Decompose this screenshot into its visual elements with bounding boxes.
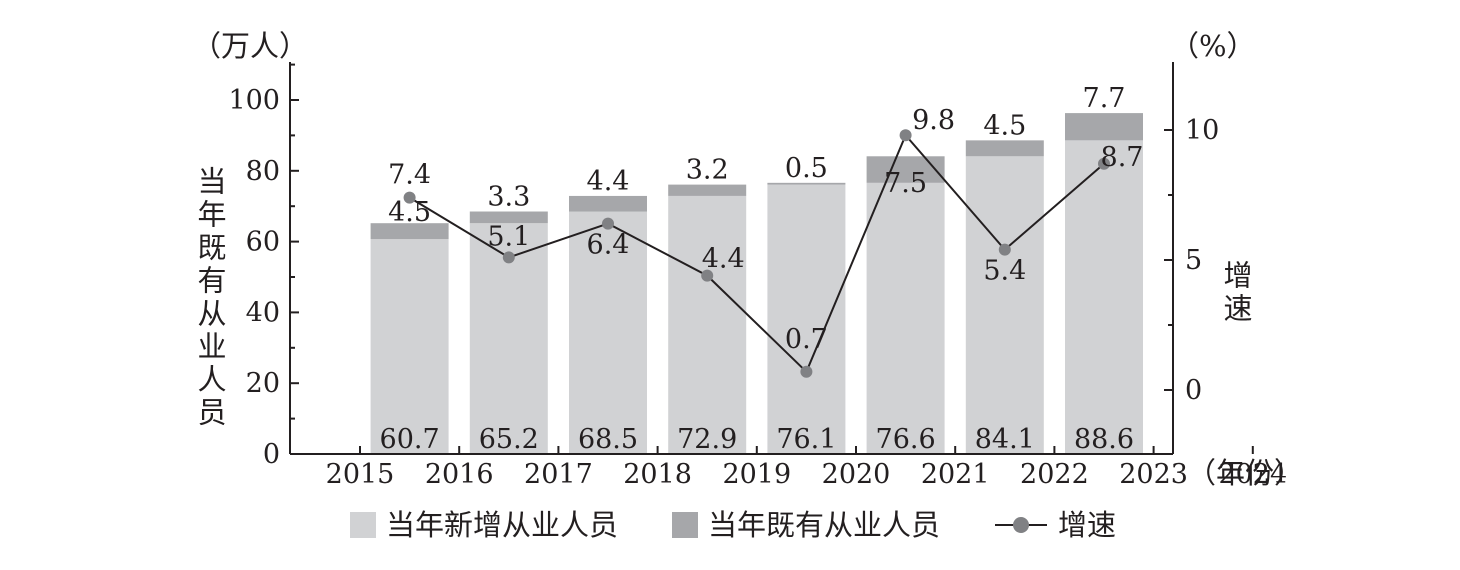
right-y-tick-label: 10 (1185, 115, 1219, 146)
bar-existing-value-label: 4.5 (983, 110, 1026, 141)
legend-label-existing: 当年既有从业人员 (708, 508, 940, 542)
left-y-ticks: 0 20 40 60 80 100 (228, 63, 299, 470)
bar-existing (965, 140, 1044, 157)
x-tick-label: 2023 (1119, 459, 1188, 490)
bar-existing-value-label: 0.5 (785, 153, 828, 184)
bar-new-value-label: 60.7 (380, 424, 440, 455)
x-axis-unit: （年份） (1187, 456, 1303, 490)
bar-existing-value-label: 7.7 (1083, 83, 1126, 114)
bar-new-value-label: 68.5 (578, 424, 638, 455)
right-axis-unit: （%） (1170, 29, 1256, 63)
bar-existing-value-label: 4.4 (587, 166, 630, 197)
right-y-ticks: 0 5 10 (1164, 115, 1219, 406)
x-tick-label: 2016 (425, 459, 494, 490)
bar-new (370, 239, 449, 454)
legend-label-new: 当年新增从业人员 (386, 508, 618, 542)
bar-existing-value-label: 7.5 (884, 168, 927, 199)
growth-point (899, 129, 912, 142)
x-tick-label: 2018 (623, 459, 692, 490)
bars-new-series (370, 140, 1143, 454)
x-tick-label: 2021 (921, 459, 990, 490)
x-tick-label: 2020 (822, 459, 891, 490)
x-tick-label: 2017 (524, 459, 593, 490)
x-tick-label: 2015 (326, 459, 395, 490)
legend-swatch-new (350, 512, 376, 538)
bar-new (767, 184, 846, 454)
bar-new-value-label: 84.1 (975, 424, 1035, 455)
growth-value-label: 4.4 (702, 244, 745, 275)
left-y-tick-label: 80 (246, 156, 280, 187)
growth-point (1098, 157, 1110, 170)
bar-existing-value-label: 3.2 (686, 155, 729, 186)
growth-value-label: 5.1 (487, 221, 530, 252)
left-y-tick-label: 40 (246, 297, 280, 328)
bar-existing (1065, 113, 1143, 141)
growth-point (502, 251, 515, 264)
bar-new (965, 156, 1044, 454)
growth-point (800, 365, 813, 378)
bar-existing (767, 182, 846, 185)
growth-value-label: 7.4 (388, 160, 431, 191)
bar-existing (668, 184, 747, 196)
x-ticks: 2015 2016 2017 2018 2019 2020 2021 2022 2023 2024 (326, 446, 1287, 490)
left-y-tick-label: 100 (228, 85, 280, 116)
bars-existing-series (370, 113, 1143, 240)
new-value-labels: 60.7 65.2 68.5 72.9 76.1 76.6 84.1 88.6 (380, 424, 1135, 455)
right-y-tick-label: 5 (1185, 245, 1202, 276)
growth-point (602, 217, 614, 230)
growth-value-label: 9.8 (912, 105, 955, 136)
bar-new-value-label: 76.6 (876, 424, 936, 455)
left-axis-unit: （万人） (192, 29, 308, 63)
bar-new-value-label: 88.6 (1074, 424, 1134, 455)
left-y-tick-label: 20 (246, 368, 280, 399)
growth-line (409, 133, 1105, 374)
existing-value-labels: 4.5 3.34.4 3.2 0.5 7.54.57.7 (388, 83, 1125, 228)
bar-existing-value-label: 3.3 (487, 182, 530, 213)
bar-new (1065, 140, 1143, 454)
bar-new-value-label: 76.1 (776, 424, 836, 455)
growth-value-label: 5.4 (983, 256, 1026, 287)
right-axis-title: 增速 (1219, 260, 1253, 326)
bar-new (569, 211, 647, 454)
growth-point (403, 191, 416, 204)
bar-new-value-label: 65.2 (479, 424, 539, 455)
bar-existing (866, 156, 945, 183)
legend: 当年新增从业人员 当年既有从业人员 增速 (350, 508, 1116, 542)
growth-value-label: 0.7 (785, 324, 828, 355)
right-y-tick-label: 0 (1185, 375, 1202, 406)
growth-point (701, 269, 714, 282)
bar-existing (469, 211, 548, 224)
bar-new (668, 195, 747, 454)
bar-existing (370, 223, 449, 240)
growth-value-labels: 7.4 5.1 6.4 4.4 0.7 9.8 5.4 8.7 (388, 105, 1143, 355)
left-axis-title: 当年既有从业人员 (193, 166, 227, 430)
legend-marker-growth (1013, 517, 1029, 533)
left-y-tick-label: 60 (246, 227, 280, 258)
growth-value-label: 8.7 (1101, 142, 1144, 173)
growth-point (998, 243, 1011, 256)
x-tick-label: 2024 (1218, 459, 1287, 490)
bar-new-value-label: 72.9 (677, 424, 737, 455)
x-tick-label: 2022 (1020, 459, 1089, 490)
growth-points (403, 129, 1110, 378)
x-tick-label: 2019 (722, 459, 791, 490)
bar-existing (569, 195, 647, 212)
bar-new (866, 182, 945, 454)
left-y-tick-label: 0 (263, 439, 280, 470)
legend-swatch-existing (672, 512, 698, 538)
growth-value-label: 6.4 (587, 230, 630, 261)
legend-label-growth: 增速 (1058, 508, 1116, 542)
